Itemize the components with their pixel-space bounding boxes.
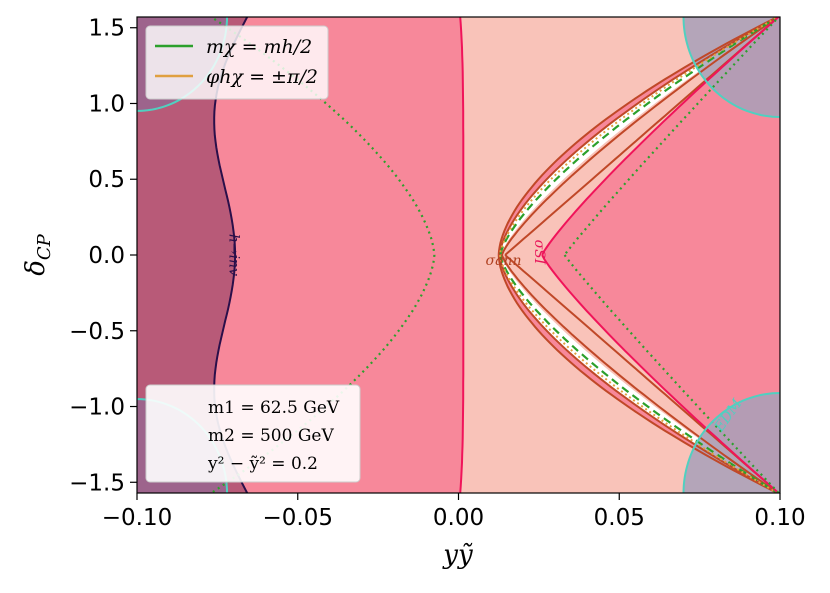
contour-lines	[137, 17, 780, 493]
y-tick-label: 0.0	[88, 243, 125, 269]
ann-contour-3-top	[500, 17, 780, 256]
x-tick-label: 0.00	[433, 505, 484, 531]
direct-detection-excluded	[542, 17, 780, 493]
contour-label: σSI	[531, 240, 547, 265]
invisible-decay-excluded	[137, 17, 248, 493]
parameter-line: y² − ỹ² = 0.2	[207, 454, 318, 474]
edm-excluded-bottom-right	[683, 393, 780, 493]
parameter-line: m2 = 500 GeV	[208, 426, 334, 446]
parameter-box-frame	[145, 384, 361, 483]
edm-contour-top-right	[682, 17, 780, 118]
x-tick-label: 0.05	[594, 505, 645, 531]
si-contour-right-top	[541, 17, 780, 256]
x-tick-label: −0.05	[263, 505, 333, 531]
contour-label: σann	[486, 253, 522, 269]
legend-box	[145, 25, 329, 100]
edm-excluded-top-right	[683, 17, 780, 117]
annihilation-band	[460, 17, 780, 493]
si-contour-right-bottom	[541, 254, 780, 493]
edm-contour-bottom-right	[682, 392, 780, 493]
legend: mχ = mh/2 φhχ = ±π/2	[145, 25, 329, 100]
y-tick-label: −1.5	[69, 470, 125, 496]
shaded-regions	[137, 17, 780, 493]
x-axis-label: yỹ	[442, 540, 473, 570]
ann-contour-1-top	[497, 17, 780, 256]
parameter-line: m1 = 62.5 GeV	[208, 398, 340, 418]
ann-contour-2-bottom	[498, 254, 780, 493]
x-tick-label: −0.10	[102, 505, 172, 531]
parameter-box: m1 = 62.5 GeV m2 = 500 GeV y² − ỹ² = 0.2	[145, 384, 361, 483]
phase-contour-top	[499, 17, 780, 256]
contour-label: h→inv	[225, 234, 241, 276]
legend-label: mχ = mh/2	[206, 36, 312, 58]
legend-label: φhχ = ±π/2	[206, 66, 318, 88]
dm-threshold-bottom	[499, 254, 780, 493]
y-tick-label: 1.5	[88, 16, 125, 42]
y-tick-label: 1.0	[88, 91, 125, 117]
si-contour-center	[459, 17, 465, 493]
x-tick-label: 0.10	[754, 505, 805, 531]
y-axis-ticks: 1.5 1.0 0.5 0.0 −0.5 −1.0 −1.5	[69, 16, 137, 496]
ann-contour-2-top	[498, 17, 780, 256]
dm-dotted-right-top	[563, 17, 780, 256]
dm-threshold-top	[499, 17, 780, 256]
x-axis-ticks: −0.10 −0.05 0.00 0.05 0.10	[102, 493, 806, 531]
y-tick-label: −1.0	[69, 395, 125, 421]
plot-area	[137, 17, 780, 493]
y-tick-label: 0.5	[88, 167, 125, 193]
ann-contour-1-bottom	[497, 254, 780, 493]
y-tick-label: −0.5	[69, 319, 125, 345]
ann-contour-3-bottom	[500, 254, 780, 493]
